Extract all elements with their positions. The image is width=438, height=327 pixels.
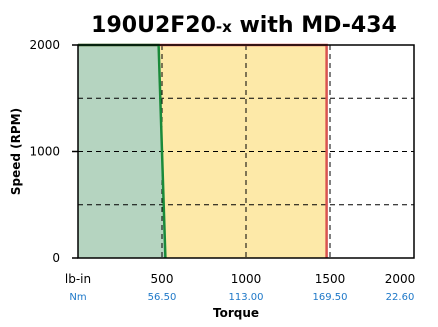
x2-unit-label: Nm	[69, 292, 86, 303]
x-tick-labels: 500 56.50 1000 113.00 1500 169.50 2000 22.60	[148, 272, 416, 303]
x-tick-label-nm: 169.50	[313, 292, 348, 303]
title-suffix: -x	[216, 18, 232, 36]
x-tick-label-nm: 22.60	[386, 292, 415, 303]
title-main: 190U2F20	[91, 13, 216, 38]
grid-lines	[78, 45, 414, 258]
x-tick-label: 500	[151, 272, 174, 286]
y-tick-label: 1000	[29, 145, 60, 159]
y-tick-label: 2000	[29, 38, 60, 52]
title-tail: with MD-434	[232, 13, 397, 38]
x-unit-label: lb-in	[65, 272, 91, 286]
x-tick-label-nm: 56.50	[148, 292, 177, 303]
x-tick-label-nm: 113.00	[229, 292, 264, 303]
y-axis-label: Speed (RPM)	[9, 108, 23, 195]
x-tick-label: 1000	[231, 272, 262, 286]
chart-title: 190U2F20-x with MD-434	[91, 13, 397, 38]
x-axis-label: Torque	[213, 306, 259, 320]
x-tick-label: 2000	[385, 272, 416, 286]
x-tick-label: 1500	[315, 272, 346, 286]
y-tick-label: 0	[52, 251, 60, 265]
y-tick-labels: 0 1000 2000	[29, 38, 78, 265]
